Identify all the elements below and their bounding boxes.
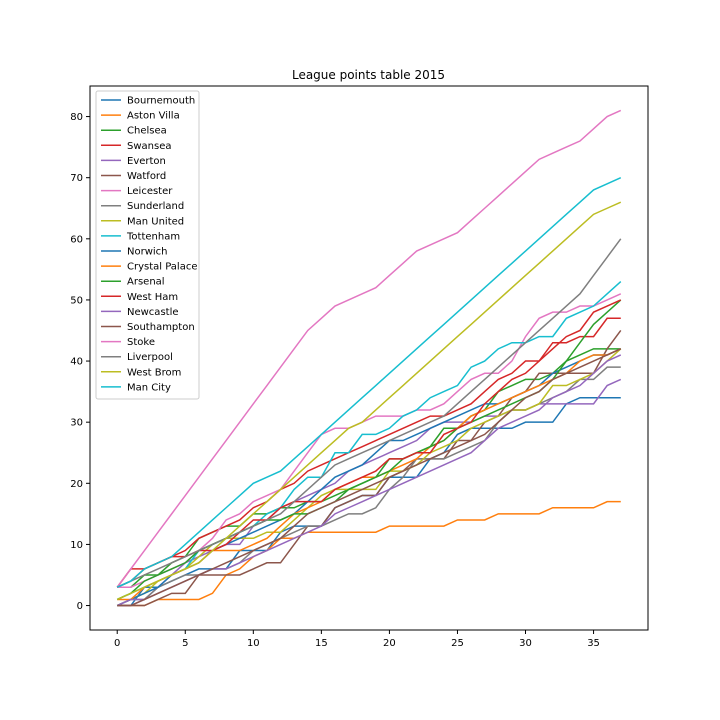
x-tick-label: 35 bbox=[587, 638, 600, 649]
legend-label-west-ham: West Ham bbox=[127, 292, 178, 303]
x-tick-label: 0 bbox=[114, 638, 120, 649]
legend-label-sunderland: Sunderland bbox=[127, 201, 184, 212]
legend-label-swansea: Swansea bbox=[127, 141, 171, 152]
legend-label-aston-villa: Aston Villa bbox=[127, 111, 180, 122]
x-tick-label: 5 bbox=[182, 638, 188, 649]
legend-label-norwich: Norwich bbox=[127, 247, 168, 258]
plot-area-frame bbox=[89, 85, 649, 631]
series-line-liverpool bbox=[116, 238, 622, 588]
x-tick-label: 30 bbox=[519, 638, 532, 649]
y-tick-label: 70 bbox=[70, 173, 83, 184]
y-tick-label: 40 bbox=[70, 357, 83, 368]
legend-label-man-united: Man United bbox=[127, 216, 184, 227]
legend-label-southampton: Southampton bbox=[127, 322, 195, 333]
legend: Bournemouth Aston Villa Chelsea Swansea Ever… bbox=[95, 90, 200, 400]
y-tick-label: 0 bbox=[77, 601, 83, 612]
legend-label-crystal-palace: Crystal Palace bbox=[127, 262, 198, 273]
series-line-watford bbox=[117, 330, 622, 607]
series-lines bbox=[116, 109, 622, 607]
series-line-stoke bbox=[116, 109, 622, 588]
series-line-west-ham bbox=[116, 299, 622, 588]
legend-label-arsenal: Arsenal bbox=[127, 277, 165, 288]
legend-label-everton: Everton bbox=[127, 156, 166, 167]
series-line-west-brom bbox=[116, 201, 622, 601]
legend-label-leicester: Leicester bbox=[127, 186, 173, 197]
legend-label-watford: Watford bbox=[127, 171, 166, 182]
series-line-aston-villa bbox=[117, 500, 621, 607]
y-tick-label: 80 bbox=[70, 112, 83, 123]
x-tick-label: 25 bbox=[451, 638, 464, 649]
y-tick-label: 20 bbox=[70, 479, 83, 490]
series-line-man-city bbox=[116, 177, 622, 588]
legend-label-bournemouth: Bournemouth bbox=[127, 96, 195, 107]
y-tick-label: 60 bbox=[70, 234, 83, 245]
legend-label-tottenham: Tottenham bbox=[126, 231, 180, 242]
chart-title: League points table 2015 bbox=[292, 68, 445, 82]
legend-box bbox=[95, 90, 200, 400]
legend-label-west-brom: West Brom bbox=[127, 367, 181, 378]
legend-label-liverpool: Liverpool bbox=[127, 352, 173, 363]
legend-label-newcastle: Newcastle bbox=[127, 307, 179, 318]
x-tick-label: 20 bbox=[383, 638, 396, 649]
x-axis: 0 5 10 15 20 25 30 35 bbox=[114, 630, 600, 649]
legend-label-stoke: Stoke bbox=[127, 337, 155, 348]
y-tick-label: 50 bbox=[70, 295, 83, 306]
y-tick-label: 10 bbox=[70, 540, 83, 551]
series-line-man-united bbox=[116, 348, 622, 607]
x-tick-label: 10 bbox=[247, 638, 260, 649]
series-line-leicester bbox=[117, 293, 622, 588]
series-line-southampton bbox=[117, 348, 622, 607]
legend-label-man-city: Man City bbox=[127, 382, 171, 393]
x-tick-label: 15 bbox=[315, 638, 328, 649]
series-line-swansea bbox=[116, 317, 621, 588]
y-axis: 0 10 20 30 40 50 60 70 80 bbox=[70, 112, 90, 612]
legend-label-chelsea: Chelsea bbox=[127, 126, 167, 137]
y-tick-label: 30 bbox=[70, 418, 83, 429]
